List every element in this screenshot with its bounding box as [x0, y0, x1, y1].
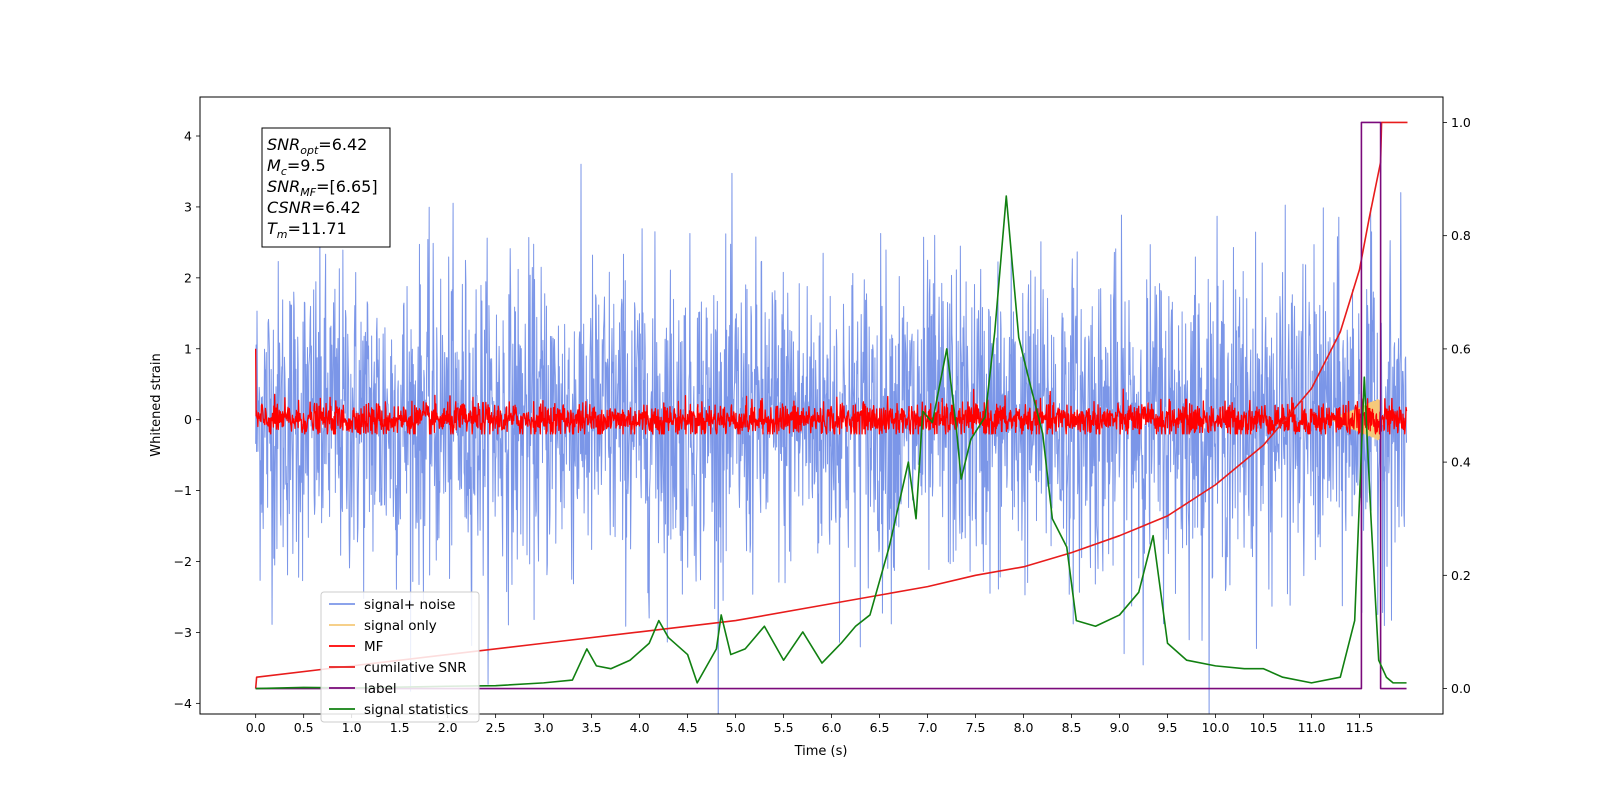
y-axis-ticks: 4 3 2 1 0 −1 −2 −3 −4 [174, 129, 200, 711]
y-tick-label: −2 [174, 554, 192, 569]
x-tick-label: 2.0 [438, 720, 458, 735]
y-tick-label: 3 [184, 199, 192, 214]
x-tick-label: 4.0 [630, 720, 650, 735]
x-tick-label: 5.5 [774, 720, 794, 735]
y-tick-label: 0 [184, 412, 192, 427]
annotation-line: SNRMF=[6.65] [267, 177, 378, 199]
x-tick-label: 10.0 [1202, 720, 1230, 735]
legend-label: signal only [364, 618, 437, 634]
y-tick-label: 1 [184, 341, 192, 356]
series-group [254, 121, 1408, 714]
y2-tick-label: 1.0 [1451, 115, 1471, 130]
y-tick-label: −1 [174, 483, 192, 498]
x-tick-label: 2.5 [486, 720, 506, 735]
legend: signal+ noise signal only MF cumilative SNR… [320, 591, 480, 723]
legend-box [320, 591, 480, 723]
x-tick-label: 0.0 [246, 720, 266, 735]
x-tick-label: 8.5 [1062, 720, 1082, 735]
x-axis-label: Time (s) [794, 744, 848, 759]
x-tick-label: 0.5 [294, 720, 314, 735]
y2-tick-label: 0.2 [1451, 568, 1471, 583]
x-tick-label: 6.0 [822, 720, 842, 735]
y2-tick-label: 0.6 [1451, 341, 1471, 356]
y-tick-label: −3 [174, 625, 192, 640]
x-tick-label: 5.0 [726, 720, 746, 735]
y2-tick-label: 0.8 [1451, 228, 1471, 243]
y2-tick-label: 0.4 [1451, 455, 1471, 470]
series-line-label [255, 121, 1407, 690]
y-tick-label: 2 [184, 270, 192, 285]
y-tick-label: 4 [184, 129, 192, 144]
annotation-line: SNRopt=6.42 [267, 135, 367, 157]
x-tick-label: 1.5 [390, 720, 410, 735]
x-tick-label: 1.0 [342, 720, 362, 735]
series-line-signal-noise [255, 163, 1408, 714]
x-tick-label: 4.5 [678, 720, 698, 735]
legend-label: label [364, 681, 397, 697]
y2-axis-ticks: 1.0 0.8 0.6 0.4 0.2 0.0 [1443, 115, 1471, 696]
x-tick-label: 10.5 [1250, 720, 1278, 735]
x-axis-ticks: 0.0 0.5 1.0 1.5 2.0 2.5 3.0 3.5 4.0 4.5 5.0 5.5 6.0 6… [246, 714, 1374, 735]
y2-tick-label: 0.0 [1451, 681, 1471, 696]
annotation-line: CSNR=6.42 [267, 198, 361, 217]
x-tick-label: 7.0 [918, 720, 938, 735]
y-tick-label: −4 [174, 696, 192, 711]
series-line-signal-statistics [255, 195, 1407, 690]
annotation-box [261, 127, 391, 248]
legend-label: signal statistics [364, 702, 468, 718]
x-tick-label: 7.5 [966, 720, 986, 735]
legend-label: signal+ noise [364, 597, 455, 613]
x-tick-label: 9.0 [1110, 720, 1130, 735]
series-line-mf [255, 348, 1408, 435]
x-tick-label: 11.5 [1346, 720, 1374, 735]
x-tick-label: 3.5 [582, 720, 602, 735]
x-tick-label: 11.0 [1298, 720, 1326, 735]
annotation-line: Mc=9.5 [267, 156, 326, 178]
x-tick-label: 9.5 [1158, 720, 1178, 735]
x-tick-label: 8.0 [1014, 720, 1034, 735]
x-tick-label: 6.5 [870, 720, 890, 735]
annotation-line: Tm=11.71 [267, 219, 347, 241]
legend-label: MF [364, 639, 383, 655]
x-tick-label: 3.0 [534, 720, 554, 735]
axes-frame [199, 96, 1444, 715]
y-axis-label: Whitened strain [149, 353, 164, 456]
legend-label: cumilative SNR [364, 660, 467, 676]
